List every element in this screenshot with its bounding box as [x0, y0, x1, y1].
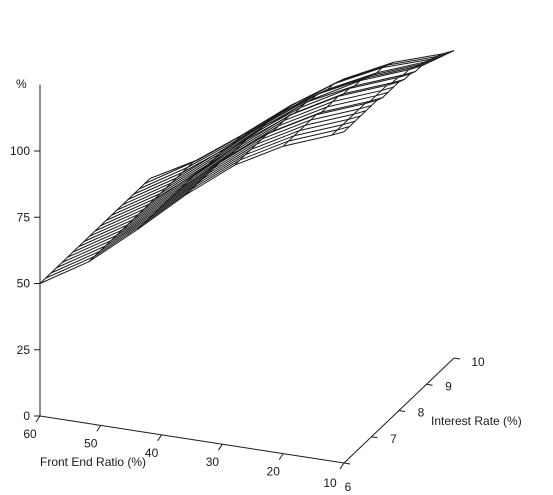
x-tick-label-60: 60 [23, 427, 37, 441]
axes: 0 25 50 75 100 60 50 40 30 20 10 6 7 8 9 10 [10, 84, 485, 494]
y-tick-6 [343, 462, 351, 465]
surface-col-line-8 [83, 91, 389, 242]
surface-cols [39, 50, 455, 284]
surface-col-line-2 [50, 120, 356, 274]
x-tick-40 [157, 434, 163, 442]
surface-col-line-14 [116, 65, 422, 211]
y-tick-8 [398, 410, 406, 412]
x-tick-label-20: 20 [267, 465, 281, 479]
x-tick-label-10: 10 [323, 476, 337, 490]
x-axis-label: Front End Ratio (%) [40, 455, 146, 469]
z-ticks: 0 25 50 75 100 [10, 144, 40, 423]
z-tick-label-25: 25 [17, 343, 31, 357]
y-tick-9 [426, 383, 433, 386]
y-axis-label: Interest Rate (%) [431, 414, 522, 428]
x-tick-30 [217, 443, 223, 451]
z-tick-label-75: 75 [17, 210, 31, 224]
surface-col-line-18 [138, 55, 444, 190]
z-tick-label-50: 50 [17, 277, 31, 291]
surface-col-line-3 [56, 115, 361, 269]
surface-col-line-10 [94, 81, 400, 232]
surface-col-line-5 [67, 105, 372, 258]
z-tick-label-100: 100 [10, 144, 30, 158]
x-tick-20 [278, 453, 284, 460]
surface-col-line-9 [89, 86, 394, 237]
x-tick-label-40: 40 [145, 446, 159, 460]
surface-fill [40, 50, 454, 284]
x-ticks: 60 50 40 30 20 10 [23, 415, 345, 490]
z-tick-label-0: 0 [23, 409, 30, 423]
y-tick-label-6: 6 [345, 480, 352, 494]
x-tick-60 [35, 415, 41, 423]
surface-col-line-16 [127, 60, 433, 200]
surface [39, 50, 455, 284]
y-tick-7 [371, 436, 378, 439]
surface-col-line-20 [149, 50, 455, 179]
y-tick-label-9: 9 [445, 379, 452, 393]
y-tick-label-7: 7 [390, 432, 397, 446]
y-tick-label-8: 8 [418, 406, 425, 420]
surface-col-line-4 [61, 110, 367, 263]
x-tick-10 [339, 462, 345, 470]
surface-col-line-11 [100, 78, 405, 227]
y-tick-10 [453, 357, 461, 360]
z-axis-label: % [16, 77, 27, 91]
surface-col-line-1 [45, 126, 350, 279]
y-ticks: 6 7 8 9 10 [343, 355, 485, 494]
y-tick-label-10: 10 [471, 355, 485, 369]
surface-col-line-17 [133, 57, 438, 195]
x-axis [39, 415, 345, 464]
x-tick-50 [96, 425, 102, 432]
x-tick-label-30: 30 [206, 455, 220, 469]
surface-col-line-0 [39, 131, 345, 284]
surface-col-line-6 [72, 99, 378, 253]
surface-col-line-13 [111, 70, 416, 216]
x-tick-label-50: 50 [84, 436, 98, 450]
